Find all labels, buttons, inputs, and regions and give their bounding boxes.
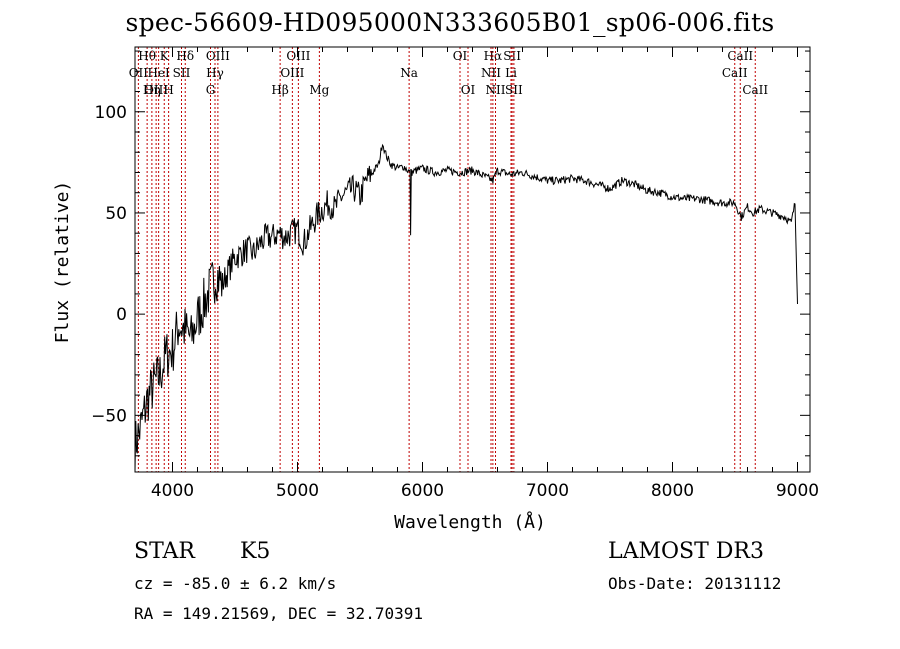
redshift-value: cz = -85.0 ± 6.2 km/s [134,574,337,593]
line-marker-label: SII [505,83,523,97]
line-marker-label: OI [461,83,476,97]
x-tick-label: 5000 [276,481,319,501]
y-tick-label: 0 [116,305,127,325]
x-tick-label: 9000 [776,481,819,501]
survey-label: LAMOST DR3 [608,539,764,564]
line-marker-label: OI [453,49,468,63]
line-marker-label: SII [173,66,191,80]
line-marker-label: Li [505,66,517,80]
x-tick-label: 8000 [651,481,694,501]
line-marker-label: OIII [144,83,168,97]
chart-title: spec-56609-HD095000N333605B01_sp06-006.f… [125,8,775,37]
line-marker-label: OIII [206,49,230,63]
line-marker-label: OIII [286,49,310,63]
line-marker-label: G [206,83,216,97]
line-marker-label: Hθ [138,49,156,63]
line-marker-label: Hη [143,83,161,97]
line-marker-label: OIII [280,66,304,80]
x-axis-label: Wavelength (Å) [394,511,546,533]
subclass: K5 [240,539,271,564]
plot-frame [134,46,811,473]
line-marker-label: SII [503,49,521,63]
line-marker-label: OII [129,66,149,80]
line-marker-label: CaII [722,66,748,80]
line-marker-label: Mg [309,83,329,97]
line-marker-label: Hα [484,49,503,63]
line-marker-label: CaII [727,49,753,63]
y-tick-label: 100 [95,103,127,123]
line-marker-label: CaII [742,83,768,97]
y-axis-label: Flux (relative) [52,181,73,344]
line-marker-label: NII [481,66,501,80]
line-marker-label: Hδ [176,49,194,63]
spectrum-series [134,143,798,473]
x-tick-label: 7000 [526,481,569,501]
line-marker-label: K [160,49,170,63]
axes: 4000 5000 6000 7000 8000 9000 −50 0 50 100 [91,46,819,501]
coordinates: RA = 149.21569, DEC = 32.70391 [134,604,423,623]
y-tick-label: 50 [105,204,127,224]
line-marker-label: Hβ [271,83,288,97]
line-marker-label: Hγ [206,66,224,80]
x-tick-label: 4000 [151,481,194,501]
line-marker-label: NII [486,83,506,97]
object-class: STAR [134,539,195,564]
x-tick-label: 6000 [401,481,444,501]
spectrum-line [134,143,798,473]
line-marker-label: H [163,83,173,97]
line-marker-label: HeI [147,66,170,80]
line-marker-label: Na [400,66,418,80]
y-tick-label: −50 [91,406,127,426]
obs-date: Obs-Date: 20131112 [608,574,782,593]
